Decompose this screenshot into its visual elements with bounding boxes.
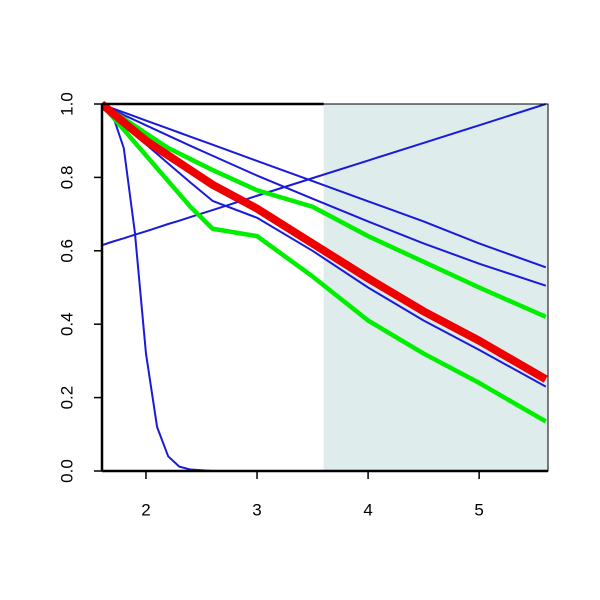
y-tick-label: 0.0 <box>57 459 76 483</box>
x-tick-label: 3 <box>252 500 261 519</box>
x-tick-label: 2 <box>141 500 150 519</box>
x-tick-label: 4 <box>363 500 372 519</box>
line <box>102 102 547 424</box>
line <box>102 103 547 287</box>
shaded-region <box>323 104 548 471</box>
line <box>102 103 547 269</box>
y-tick-label: 0.4 <box>57 312 76 336</box>
y-tick-label: 0.8 <box>57 166 76 190</box>
x-tick-label: 5 <box>474 500 483 519</box>
line <box>102 100 548 383</box>
y-tick-label: 0.6 <box>57 239 76 263</box>
y-tick-label: 1.0 <box>57 92 76 116</box>
y-tick-label: 0.2 <box>57 386 76 410</box>
plot-lines <box>102 100 548 472</box>
line <box>102 103 547 247</box>
